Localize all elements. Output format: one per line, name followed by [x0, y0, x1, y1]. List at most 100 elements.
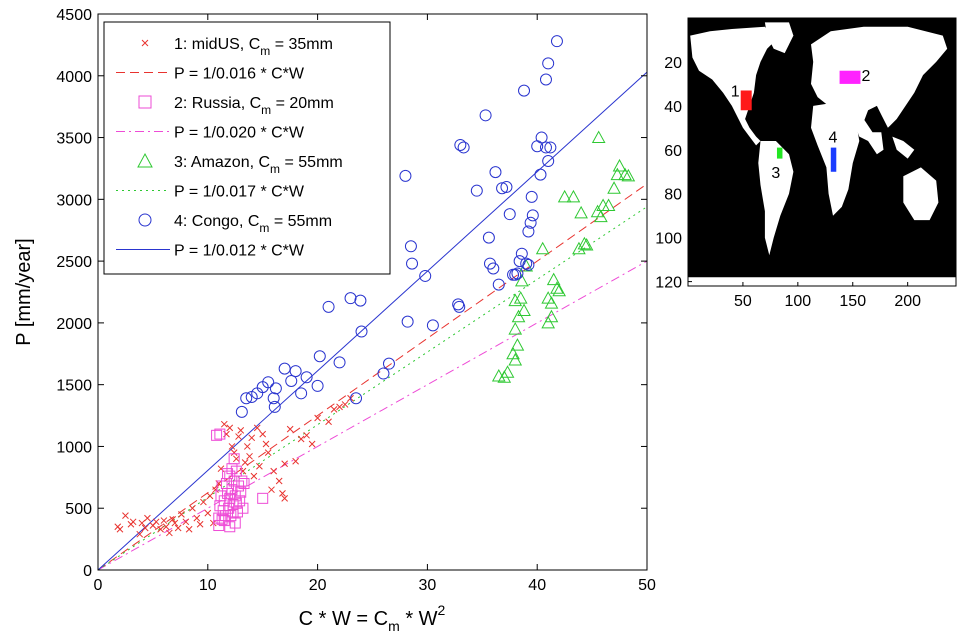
legend: 1: midUS, Cm = 35mm P = 1/0.016 * C*W 2: R… [103, 21, 391, 275]
data-point [550, 281, 564, 294]
region-4-marker [830, 147, 837, 172]
region-2-marker [839, 70, 861, 84]
legend-label: 3: Amazon, Cm = 55mm [174, 154, 343, 176]
legend-marker [138, 95, 152, 109]
data-point [241, 459, 249, 466]
map-y-ticks: 20 40 60 80 100 120 [655, 55, 692, 292]
legend-label: P = 1/0.016 * C*W [174, 66, 305, 83]
land-mass-7 [852, 119, 884, 155]
legend-label: P = 1/0.012 * C*W [174, 243, 305, 260]
data-point [526, 209, 539, 222]
map-frame [687, 17, 957, 287]
data-point [511, 309, 526, 323]
data-point [292, 457, 299, 465]
data-point [269, 382, 282, 395]
data-point [579, 238, 594, 251]
series-2 [211, 428, 269, 533]
region-1-marker [740, 90, 752, 111]
data-point [235, 405, 248, 418]
data-point [275, 477, 283, 485]
data-point [510, 338, 525, 351]
data-point [278, 362, 291, 375]
data-point [286, 425, 294, 433]
legend-label: 4: Congo, Cm = 55mm [174, 213, 332, 235]
data-point [268, 486, 275, 494]
data-point [517, 303, 531, 317]
data-point [246, 452, 253, 460]
data-point [607, 181, 621, 194]
data-point [295, 387, 308, 400]
data-point [238, 478, 250, 490]
data-point [240, 392, 253, 405]
data-point [267, 392, 280, 405]
data-point [136, 530, 144, 538]
data-point [557, 189, 572, 203]
region-4-label: 4 [829, 130, 838, 147]
series-3 [491, 130, 636, 383]
data-point [350, 392, 363, 405]
data-point [454, 138, 467, 151]
data-point [243, 443, 251, 450]
data-point [200, 498, 207, 506]
data-point [235, 486, 247, 498]
data-point [162, 523, 170, 531]
y-tick-label: 0 [83, 563, 92, 580]
data-point [377, 367, 390, 380]
data-point [178, 511, 185, 518]
data-point [601, 198, 616, 212]
data-point [457, 141, 470, 154]
data-point [279, 490, 286, 497]
data-point [333, 356, 346, 369]
data-point [419, 269, 432, 282]
legend-label: 1: midUS, Cm = 35mm [174, 36, 333, 58]
data-point [470, 184, 483, 197]
data-point [171, 519, 179, 527]
y-tick-label: 1000 [56, 439, 92, 456]
data-point [228, 453, 240, 465]
data-point [594, 209, 608, 223]
data-point [196, 520, 204, 528]
data-point [539, 73, 552, 86]
region-3-label: 3 [771, 165, 780, 182]
data-point [509, 268, 522, 281]
data-point [193, 514, 201, 522]
data-point [281, 494, 289, 502]
data-point [542, 155, 555, 168]
data-point [256, 462, 263, 470]
scatter-plot: 0 10 20 30 40 50 0 500 1000 1500 2000 2500 3000 3500… [13, 7, 656, 634]
data-point [166, 529, 173, 537]
land-mass-3 [738, 119, 761, 146]
data-point [574, 205, 588, 219]
data-point [259, 430, 267, 438]
legend-marker [137, 152, 153, 168]
map-x-tick-label: 200 [894, 293, 921, 310]
land-mass-9 [903, 167, 939, 221]
data-point [160, 517, 168, 524]
land-masses [688, 22, 956, 286]
data-point [185, 525, 193, 533]
data-point [297, 435, 305, 443]
map-y-tick-label: 60 [664, 143, 682, 160]
y-tick-label: 4000 [56, 69, 92, 86]
data-point [182, 518, 190, 526]
y-tick-label: 500 [65, 501, 92, 518]
data-point [336, 403, 343, 411]
map-y-tick-label: 80 [664, 187, 682, 204]
data-point [508, 293, 523, 307]
data-point [257, 492, 269, 504]
x-tick-label: 30 [419, 577, 437, 594]
data-point [264, 449, 272, 456]
map-x-tick-label: 50 [734, 293, 752, 310]
data-point [612, 158, 627, 172]
data-point [500, 180, 513, 193]
data-point [453, 300, 466, 313]
legend-label: P = 1/0.020 * C*W [174, 125, 305, 142]
fit-line-4 [97, 71, 648, 571]
data-point [169, 515, 177, 523]
x-axis-ticks: 0 10 20 30 40 50 [94, 14, 656, 594]
data-point [354, 294, 367, 307]
region-1-label: 1 [731, 83, 740, 100]
data-point [503, 208, 516, 221]
legend-entry-7: 4: Congo, Cm = 55mm [138, 213, 332, 235]
data-point [330, 406, 338, 413]
